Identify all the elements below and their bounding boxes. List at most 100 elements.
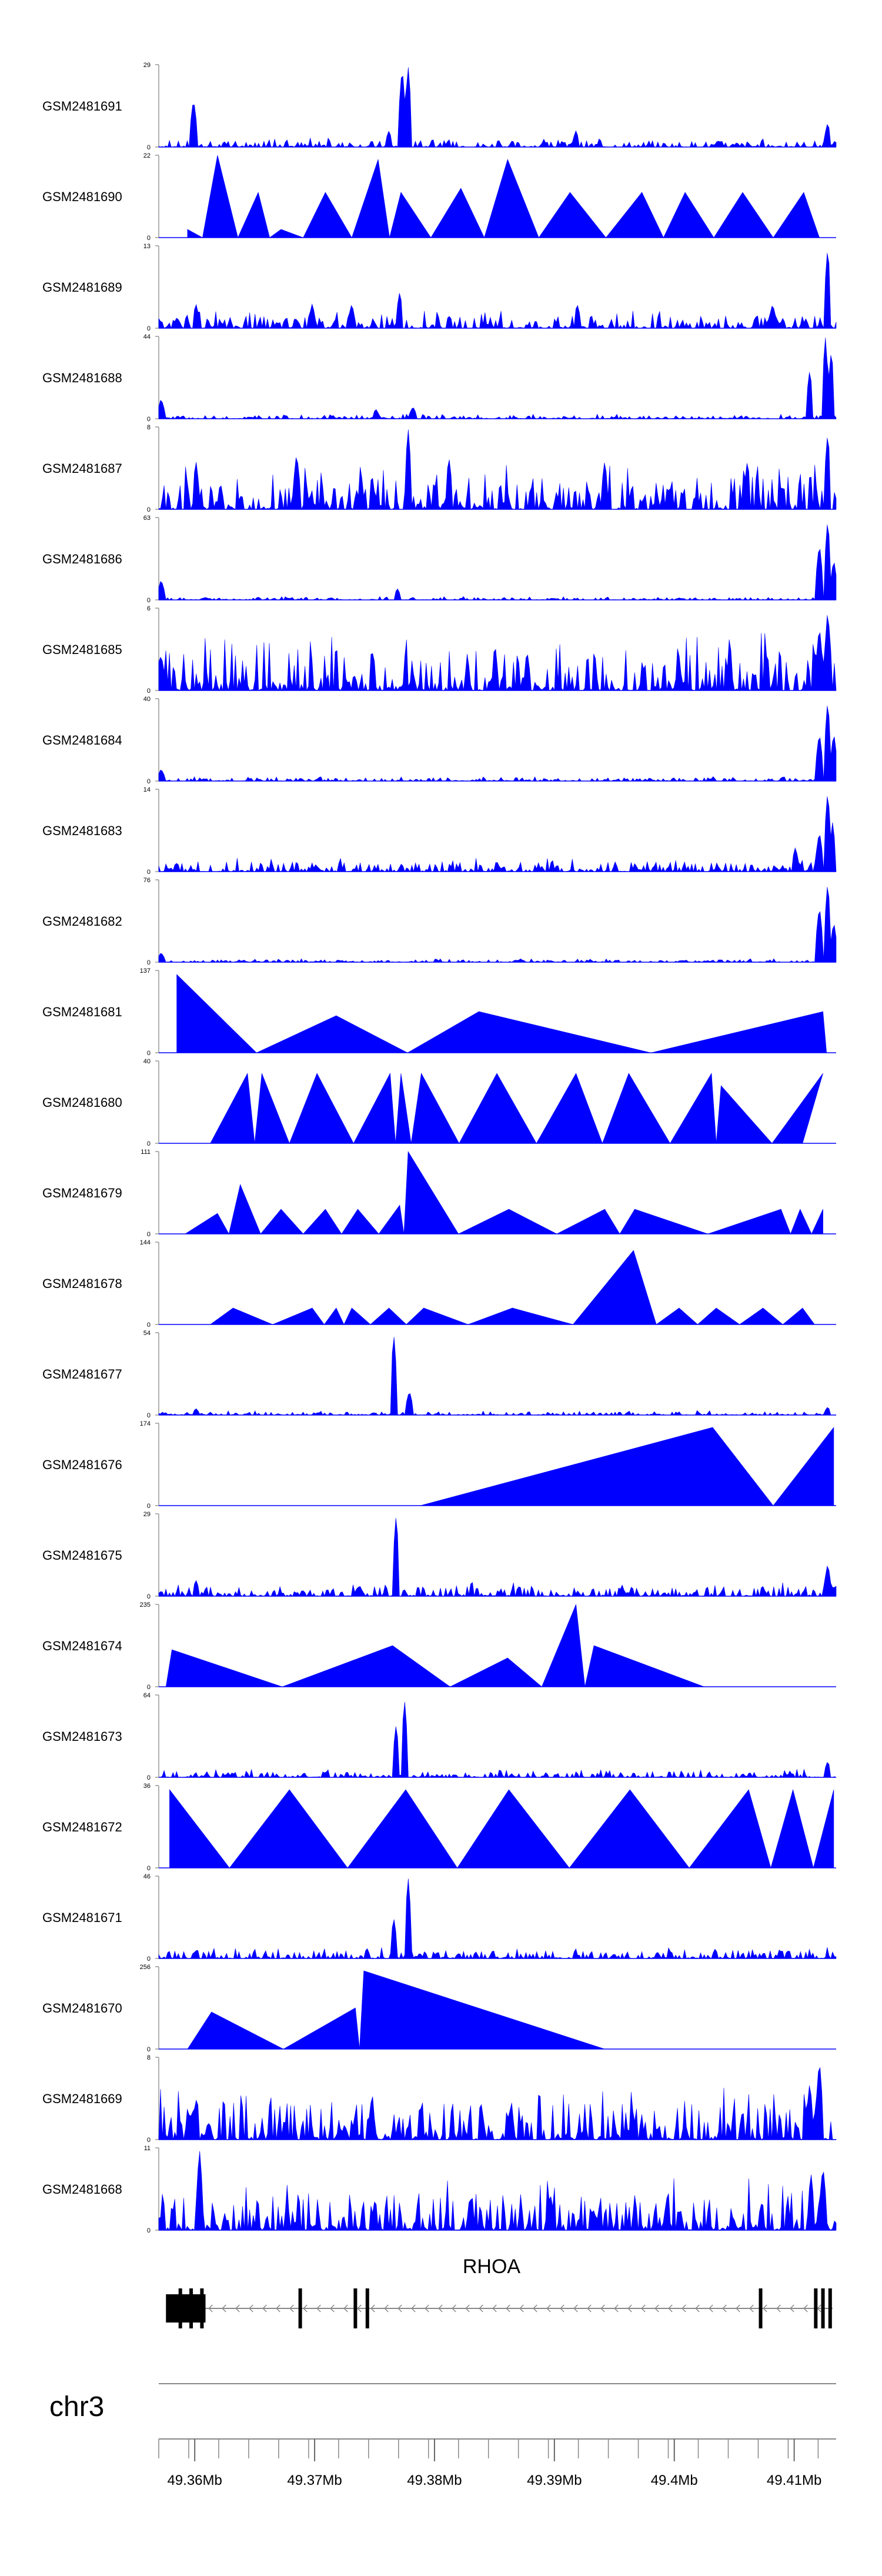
y-min-label: 0 [147, 416, 151, 423]
y-max-label: 36 [143, 1783, 151, 1790]
exon-block [166, 2294, 206, 2323]
track-GSM2481675: GSM2481675 29 0 [42, 1511, 837, 1600]
strand-chevron [343, 2304, 348, 2313]
y-min-label: 0 [147, 1774, 151, 1781]
y-max-label: 64 [143, 1692, 151, 1699]
y-max-label: 8 [147, 424, 151, 431]
y-max-label: 40 [143, 1058, 151, 1065]
y-min-label: 0 [147, 597, 151, 604]
track-title-label: GSM2481683 [42, 823, 122, 838]
y-min-label: 0 [147, 1412, 151, 1419]
strand-chevron [722, 2304, 727, 2313]
x-tick-label: 49.36Mb [167, 2472, 222, 2488]
y-min-label: 0 [147, 144, 151, 151]
exon-mark [365, 2288, 369, 2328]
exon-mark [298, 2288, 302, 2328]
track-title-label: GSM2481678 [42, 1276, 122, 1291]
coverage-area [159, 1701, 837, 1778]
track-title-label: GSM2481675 [42, 1548, 122, 1563]
coverage-area [158, 796, 837, 873]
y-min-label: 0 [147, 778, 151, 785]
strand-chevron [492, 2304, 497, 2313]
strand-chevron [560, 2304, 564, 2313]
strand-chevron [763, 2304, 767, 2313]
y-min-label: 0 [147, 235, 151, 242]
strand-chevron [411, 2304, 416, 2313]
y-max-label: 40 [143, 696, 151, 703]
x-tick-label: 49.4Mb [651, 2472, 698, 2488]
track-title-label: GSM2481674 [42, 1639, 122, 1653]
y-min-label: 0 [147, 1503, 151, 1510]
exon-mark [189, 2288, 193, 2328]
track-title-label: GSM2481690 [42, 189, 122, 204]
y-min-label: 0 [147, 2227, 151, 2234]
track-title-label: GSM2481676 [42, 1457, 122, 1472]
track-GSM2481668: GSM2481668 11 0 [42, 2145, 837, 2234]
x-tick-label: 49.41Mb [767, 2472, 821, 2488]
strand-chevron [222, 2304, 226, 2313]
y-min-label: 0 [147, 869, 151, 876]
y-max-label: 54 [143, 1330, 151, 1337]
track-GSM2481689: GSM2481689 13 0 [42, 243, 837, 332]
y-max-label: 22 [143, 152, 151, 159]
track-title-label: GSM2481691 [42, 99, 122, 114]
coverage-area [158, 253, 837, 329]
coverage-area [158, 706, 837, 782]
strand-chevron [668, 2304, 673, 2313]
y-max-label: 46 [143, 1873, 151, 1880]
track-title-label: GSM2481669 [42, 2091, 122, 2106]
y-min-label: 0 [147, 1684, 151, 1691]
y-max-label: 6 [147, 605, 151, 612]
strand-chevron [654, 2304, 659, 2313]
strand-chevron [600, 2304, 605, 2313]
y-min-label: 0 [147, 506, 151, 513]
track-GSM2481684: GSM2481684 40 0 [42, 696, 837, 785]
exon-mark [178, 2288, 182, 2328]
strand-chevron [533, 2304, 537, 2313]
coverage-area [158, 2151, 837, 2231]
track-GSM2481673: GSM2481673 64 0 [42, 1692, 837, 1781]
y-max-label: 14 [143, 786, 151, 793]
y-min-label: 0 [147, 1593, 151, 1600]
strand-chevron [614, 2304, 619, 2313]
track-GSM2481683: GSM2481683 14 0 [42, 786, 837, 876]
coverage-area [184, 1151, 823, 1234]
y-max-label: 29 [143, 1511, 151, 1518]
track-GSM2481686: GSM2481686 63 0 [42, 515, 837, 604]
exon-mark [821, 2288, 825, 2328]
strand-chevron [262, 2304, 267, 2313]
y-max-label: 111 [141, 1149, 151, 1156]
track-GSM2481681: GSM2481681 137 0 [42, 967, 836, 1057]
coverage-area [165, 1604, 704, 1687]
strand-chevron [289, 2304, 294, 2313]
coverage-area [187, 155, 820, 238]
coverage-area [210, 1072, 823, 1144]
track-GSM2481677: GSM2481677 54 0 [42, 1330, 837, 1419]
strand-chevron [452, 2304, 456, 2313]
track-title-label: GSM2481687 [42, 461, 122, 476]
track-GSM2481679: GSM2481679 111 0 [42, 1149, 836, 1238]
y-min-label: 0 [147, 325, 151, 332]
strand-chevron [384, 2304, 389, 2313]
y-max-label: 76 [143, 877, 151, 884]
y-max-label: 8 [147, 2054, 151, 2061]
genome-axis-track: chr3 49.36Mb 49.37Mb 49.38Mb 49.39Mb 49.4Mb 4… [49, 2383, 836, 2488]
track-title-label: GSM2481672 [42, 1820, 122, 1834]
y-min-label: 0 [147, 1231, 151, 1238]
track-title-label: GSM2481682 [42, 914, 122, 929]
coverage-area [158, 429, 837, 510]
y-max-label: 11 [144, 2145, 151, 2152]
strand-chevron [709, 2304, 713, 2313]
track-title-label: GSM2481680 [42, 1095, 122, 1110]
y-min-label: 0 [147, 2137, 151, 2144]
track-GSM2481691: GSM2481691 29 0 [42, 62, 837, 151]
track-title-label: GSM2481677 [42, 1367, 122, 1382]
y-min-label: 0 [147, 1050, 151, 1057]
track-GSM2481676: GSM2481676 174 0 [42, 1420, 836, 1510]
y-max-label: 256 [140, 1964, 151, 1971]
strand-chevron [546, 2304, 551, 2313]
track-title-label: GSM2481668 [42, 2182, 122, 2197]
strand-chevron [208, 2304, 213, 2313]
y-min-label: 0 [147, 2046, 151, 2053]
strand-chevron [776, 2304, 781, 2313]
